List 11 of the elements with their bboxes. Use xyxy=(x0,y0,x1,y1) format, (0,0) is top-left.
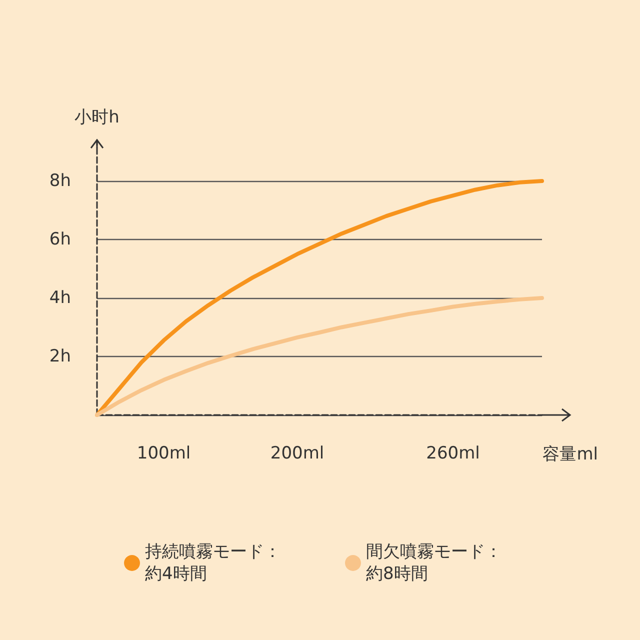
y-tick-label: 4h xyxy=(49,288,71,308)
y-tick-label: 2h xyxy=(49,346,71,366)
x-tick-label: 200ml xyxy=(270,444,324,464)
y-tick-label: 8h xyxy=(49,170,71,191)
x-tick-label: 260ml xyxy=(426,444,480,464)
legend-label: 間欠噴霧モード：約8時間 xyxy=(366,542,502,584)
legend-label: 持続噴霧モード：約4時間 xyxy=(145,542,281,584)
x-tick-label: 100ml xyxy=(136,444,191,464)
y-tick-label: 6h xyxy=(49,229,71,250)
x-axis-title: 容量ml xyxy=(542,444,598,464)
y-axis-title: 小时h xyxy=(74,108,120,128)
